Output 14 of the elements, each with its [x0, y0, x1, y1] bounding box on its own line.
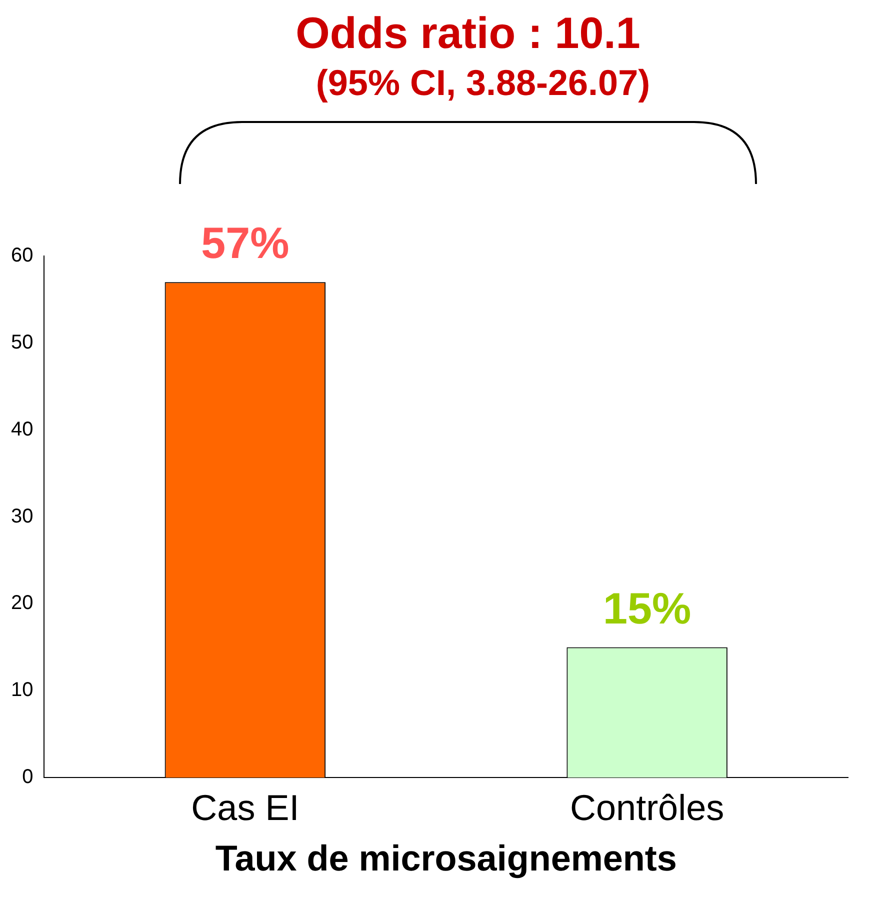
- y-tick-label: 50: [10, 331, 34, 354]
- y-tick-label: 30: [10, 505, 34, 528]
- chart-subtitle: (95% CI, 3.88-26.07): [314, 61, 652, 105]
- chart-title: Odds ratio : 10.1: [294, 8, 642, 60]
- x-tick-label: Contrôles: [570, 787, 724, 828]
- y-tick-label: 40: [10, 418, 34, 440]
- y-tick-label: 60: [10, 244, 34, 267]
- x-tick-label: Cas EI: [191, 787, 300, 828]
- y-tick-label: 20: [10, 592, 34, 614]
- y-tick-label: 0: [22, 766, 34, 788]
- y-tick-label: 10: [10, 679, 34, 702]
- x-axis-title: Taux de microsaignements: [215, 837, 677, 878]
- data-label: 57%: [201, 219, 290, 268]
- data-label: 15%: [603, 584, 692, 634]
